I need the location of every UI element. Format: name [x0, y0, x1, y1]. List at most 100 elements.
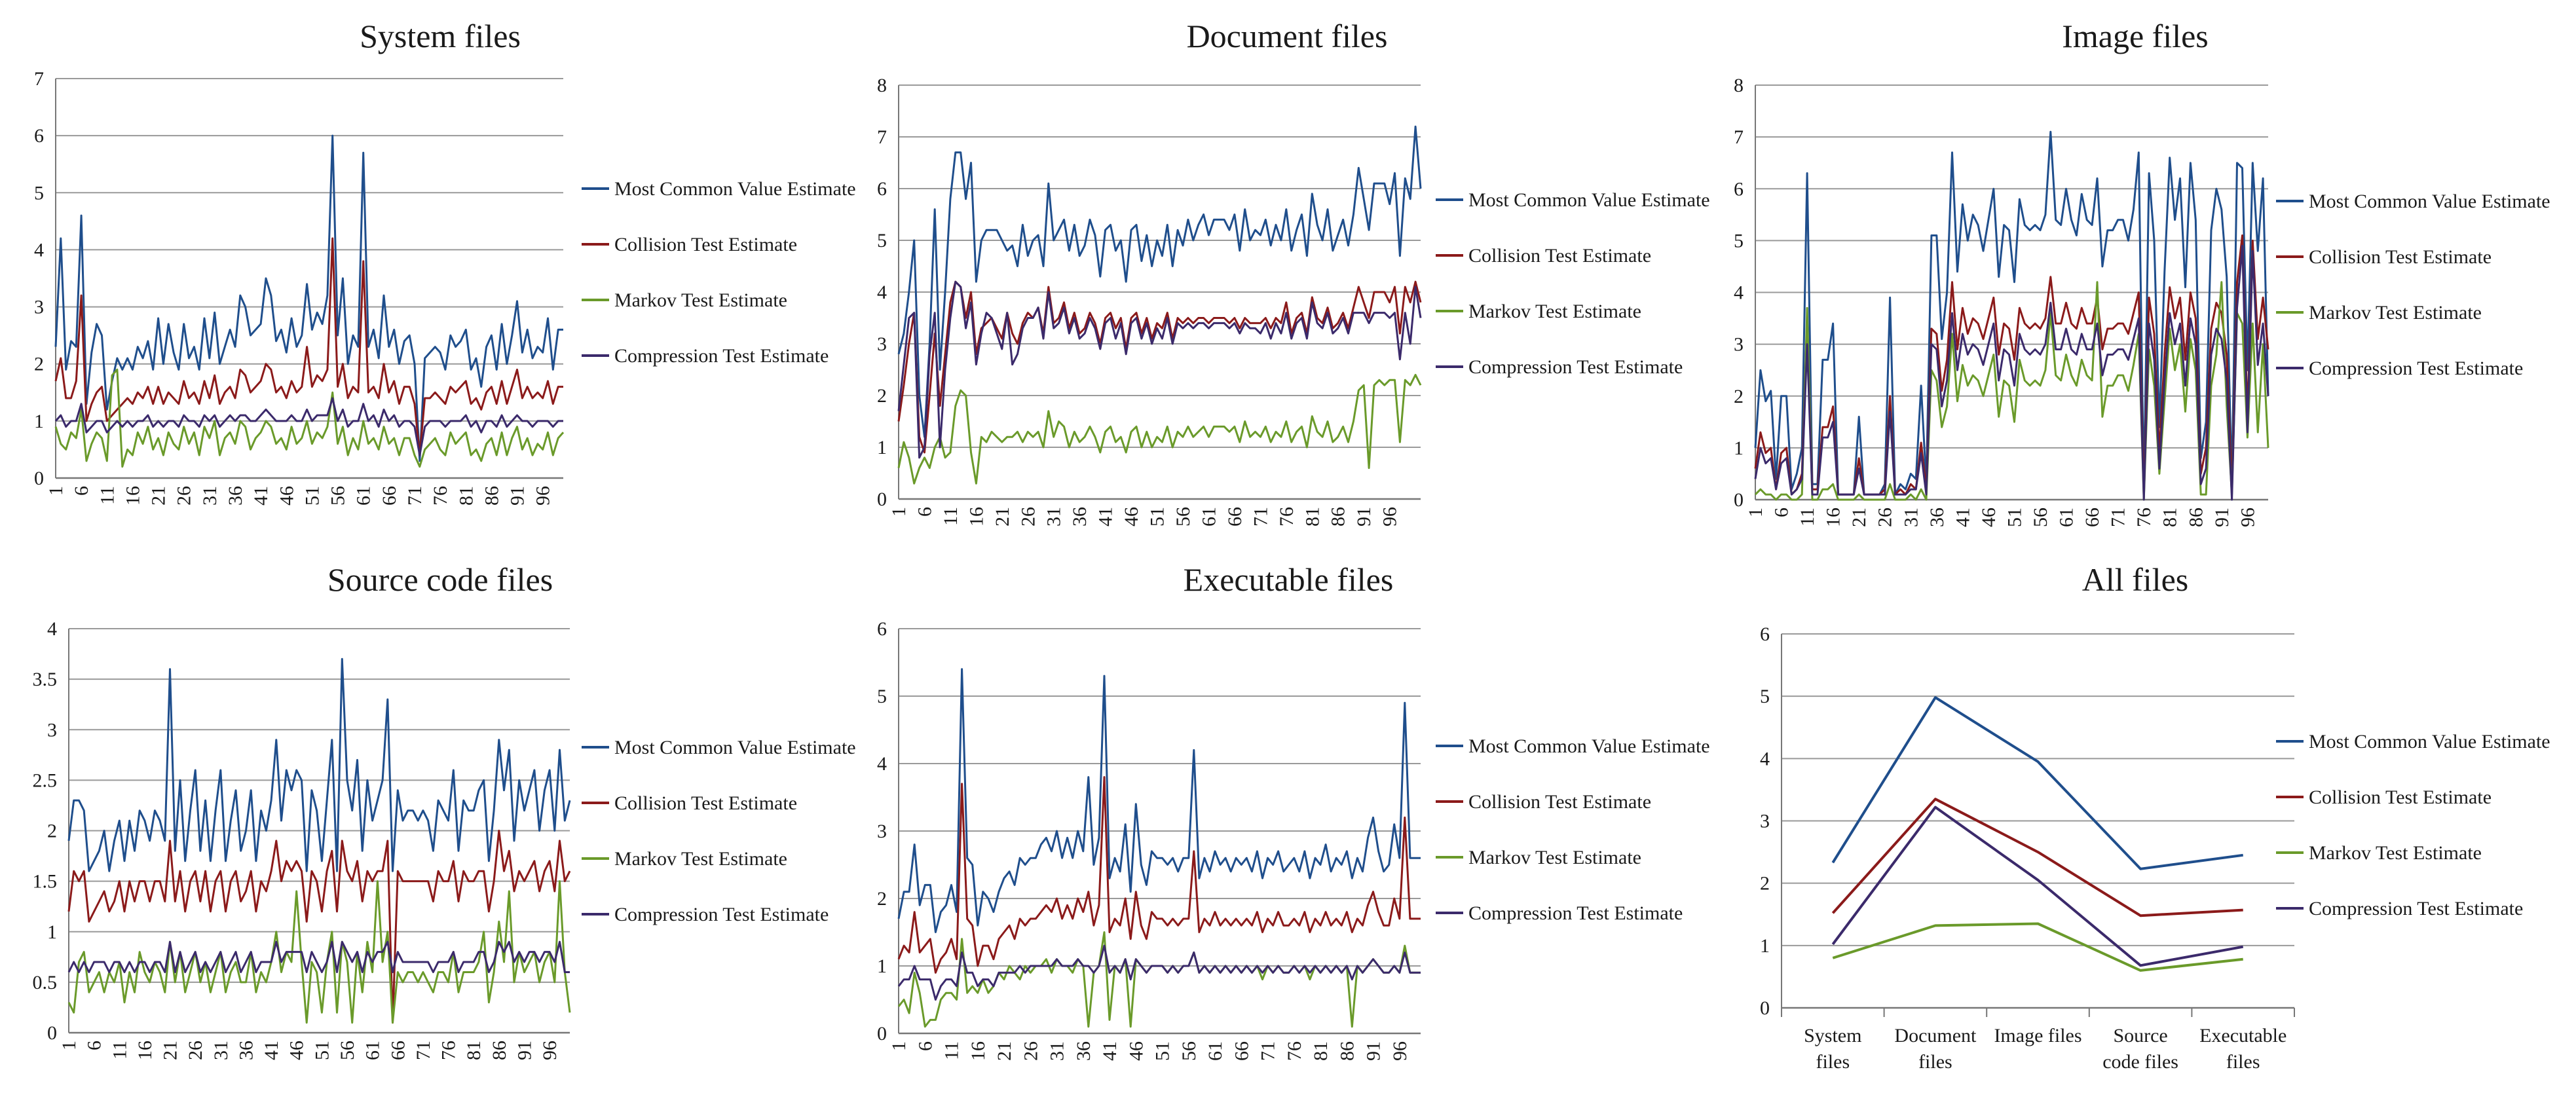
legend-entry: Most Common Value Estimate — [2309, 731, 2550, 752]
x-tick-label: 11 — [941, 1041, 963, 1060]
series-line — [67, 880, 571, 1024]
x-tick-label: 76 — [2133, 508, 2155, 527]
y-tick-label: 5 — [1734, 230, 1744, 251]
x-tick-label: 16 — [122, 486, 143, 506]
legend-entry: Compression Test Estimate — [1468, 902, 1683, 924]
x-tick-label: System files — [1804, 1025, 1861, 1073]
x-tick-label: 86 — [1328, 507, 1349, 527]
x-tick-label: 26 — [1875, 508, 1896, 527]
series-line — [1831, 798, 2243, 917]
y-tick-label: 4 — [1734, 282, 1744, 304]
legend-entry: Collision Test Estimate — [2309, 246, 2492, 268]
y-tick-label: 5 — [1760, 686, 1770, 707]
y-tick-label: 5 — [877, 230, 887, 251]
legend-entry: Markov Test Estimate — [1468, 847, 1641, 868]
x-tick-label: 86 — [489, 1041, 510, 1060]
legend-entry: Compression Test Estimate — [614, 904, 829, 925]
x-tick-label: 91 — [1363, 1041, 1385, 1061]
x-tick-label: 71 — [404, 486, 426, 506]
x-tick-label: Image files — [1994, 1025, 2081, 1046]
y-tick-label: 5 — [34, 182, 44, 204]
legend-entry: Markov Test Estimate — [614, 289, 787, 311]
x-tick-label: 41 — [1952, 508, 1973, 527]
legend-entry: Most Common Value Estimate — [614, 737, 856, 758]
x-tick-label: 91 — [1353, 507, 1375, 527]
y-tick-label: 4 — [1760, 748, 1770, 769]
legend-entry: Compression Test Estimate — [2309, 898, 2523, 919]
x-tick-label: 66 — [2081, 508, 2103, 527]
y-tick-label: 2 — [1734, 386, 1744, 407]
x-tick-label: 41 — [250, 486, 272, 506]
chart-title: System files — [360, 18, 521, 54]
series-line — [67, 830, 571, 1024]
y-tick-label: 1 — [1734, 437, 1744, 459]
series-line — [54, 397, 563, 456]
x-tick-label: 66 — [1231, 1041, 1252, 1061]
x-tick-label: 26 — [1017, 507, 1039, 527]
x-tick-label: 16 — [134, 1041, 156, 1060]
legend-entry: Compression Test Estimate — [1468, 356, 1683, 378]
series-line — [1754, 281, 2269, 501]
x-tick-label: 51 — [1152, 1041, 1174, 1061]
x-tick-label: 26 — [174, 486, 195, 506]
legend-entry: Collision Test Estimate — [1468, 245, 1651, 267]
x-tick-label: 36 — [225, 486, 246, 506]
x-tick-label: 46 — [286, 1041, 308, 1060]
y-tick-label: 8 — [1734, 75, 1744, 96]
x-tick-label: 31 — [210, 1041, 232, 1060]
series-line — [897, 931, 1421, 1028]
x-tick-label: 86 — [1336, 1041, 1358, 1061]
legend-entry: Collision Test Estimate — [614, 792, 797, 814]
y-tick-label: 2 — [34, 354, 44, 375]
x-tick-label: Source code files — [2102, 1025, 2178, 1073]
x-tick-label: 71 — [413, 1041, 434, 1060]
x-tick-label: 16 — [1823, 508, 1844, 527]
y-tick-label: 7 — [877, 126, 887, 148]
series-line — [897, 668, 1421, 933]
x-tick-label: 91 — [513, 1041, 535, 1060]
x-tick-label: 6 — [914, 507, 935, 517]
series-line — [54, 134, 563, 462]
x-tick-label: 1 — [888, 507, 910, 517]
x-tick-label: 81 — [463, 1041, 485, 1060]
y-tick-label: 2 — [877, 888, 887, 910]
legend-entry: Markov Test Estimate — [2309, 842, 2482, 864]
x-tick-label: 31 — [1043, 507, 1065, 527]
x-tick-label: 76 — [438, 1041, 460, 1060]
x-tick-label: 91 — [2211, 508, 2233, 527]
legend-entry: Markov Test Estimate — [2309, 302, 2482, 324]
series-line — [897, 776, 1421, 974]
x-tick-label: 6 — [914, 1041, 936, 1051]
x-tick-label: 51 — [1147, 507, 1168, 527]
x-tick-label: 36 — [1069, 507, 1091, 527]
legend-entry: Compression Test Estimate — [614, 345, 829, 367]
x-tick-label: 96 — [539, 1041, 561, 1060]
legend-entry: Collision Test Estimate — [1468, 791, 1651, 813]
x-tick-label: 21 — [1848, 508, 1870, 527]
x-tick-label: 41 — [1099, 1041, 1121, 1061]
y-tick-label: 4 — [877, 753, 887, 775]
series-line — [897, 944, 1421, 1001]
x-tick-label: 71 — [2108, 508, 2129, 527]
series-line — [897, 280, 1422, 459]
x-tick-label: 81 — [2159, 508, 2181, 527]
x-tick-label: 26 — [185, 1041, 206, 1060]
x-tick-label: 46 — [1978, 508, 2000, 527]
x-tick-label: 21 — [992, 507, 1013, 527]
x-tick-label: 81 — [1301, 507, 1323, 527]
x-tick-label: 56 — [2030, 508, 2051, 527]
x-tick-label: 21 — [994, 1041, 1015, 1061]
x-tick-label: 51 — [2004, 508, 2025, 527]
y-tick-label: 0.5 — [33, 972, 58, 993]
x-tick-label: 71 — [1258, 1041, 1279, 1061]
x-tick-label: 31 — [1047, 1041, 1068, 1061]
x-tick-label: 81 — [1310, 1041, 1332, 1061]
legend-entry: Most Common Value Estimate — [1468, 189, 1710, 211]
y-tick-label: 3 — [1760, 811, 1770, 832]
x-tick-label: 1 — [45, 486, 67, 496]
x-tick-label: 66 — [379, 486, 400, 506]
series-line — [67, 940, 570, 973]
y-tick-label: 2 — [47, 821, 57, 842]
